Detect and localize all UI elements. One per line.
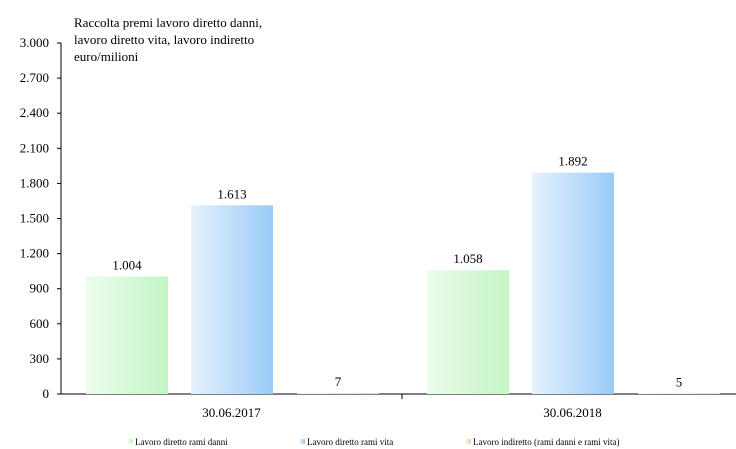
y-tick-label: 1.200 xyxy=(20,246,49,261)
bar xyxy=(191,205,273,394)
chart-title: Raccolta premi lavoro diretto danni, lav… xyxy=(74,15,263,64)
bar xyxy=(297,393,379,394)
legend-swatch xyxy=(466,439,471,444)
legend-label: Lavoro indiretto (rami danni e rami vita… xyxy=(473,437,619,447)
legend: Lavoro diretto rami danni Lavoro diretto … xyxy=(128,437,619,447)
x-tick-label: 30.06.2017 xyxy=(202,405,261,420)
y-tick-label: 2.100 xyxy=(20,140,49,155)
y-tick-label: 2.400 xyxy=(20,105,49,120)
y-tick-label: 300 xyxy=(30,351,50,366)
y-tick-label: 2.700 xyxy=(20,70,49,85)
bar xyxy=(638,393,720,394)
bar xyxy=(532,172,614,394)
data-label: 1.004 xyxy=(112,258,142,273)
bar xyxy=(427,270,509,394)
legend-label: Lavoro diretto rami vita xyxy=(307,437,393,447)
data-label: 1.892 xyxy=(558,154,587,169)
data-label: 1.058 xyxy=(453,251,482,266)
y-tick-label: 900 xyxy=(30,281,50,296)
data-label: 5 xyxy=(676,374,683,389)
legend-swatch xyxy=(128,439,133,444)
data-label: 7 xyxy=(335,374,342,389)
data-label: 1.613 xyxy=(217,186,246,201)
legend-swatch xyxy=(300,439,305,444)
bars xyxy=(86,172,720,394)
bar xyxy=(86,276,168,394)
y-tick-label: 3.000 xyxy=(20,35,49,50)
x-tick-label: 30.06.2018 xyxy=(543,405,602,420)
axes: 0 300 600 900 1.200 1.500 1.800 2.100 2.400 2.700… xyxy=(20,35,736,420)
y-tick-label: 0 xyxy=(43,386,50,401)
data-labels: 1.004 1.613 7 1.058 1.892 5 xyxy=(112,154,682,390)
y-tick-label: 1.800 xyxy=(20,175,49,190)
legend-label: Lavoro diretto rami danni xyxy=(135,437,228,447)
y-tick-label: 600 xyxy=(30,316,50,331)
y-tick-label: 1.500 xyxy=(20,211,49,226)
